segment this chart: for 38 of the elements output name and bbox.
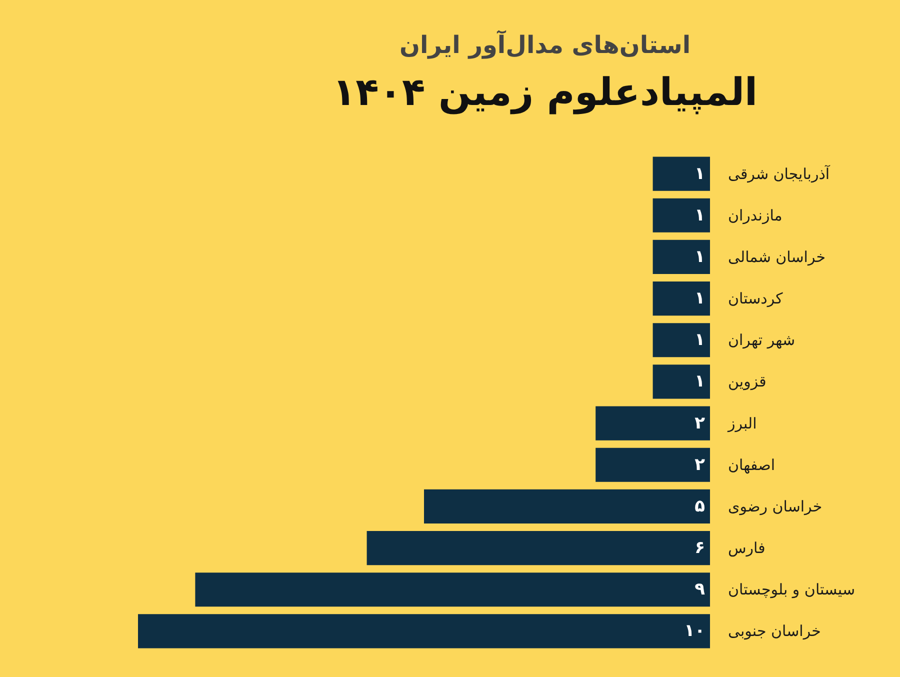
- bar: [596, 448, 710, 482]
- bar: [596, 406, 710, 440]
- y-tick-label: خراسان شمالی: [728, 248, 826, 266]
- chart-title: المپیادعلوم زمین ۱۴۰۴: [332, 70, 758, 115]
- data-label: ۹: [694, 580, 706, 600]
- bar: [652, 198, 710, 232]
- data-label: ۱۰: [684, 621, 705, 642]
- data-label: ۱: [694, 288, 705, 309]
- y-tick-label: آذربایجان شرقی: [728, 164, 830, 183]
- y-tick-label: خراسان جنوبی: [728, 622, 821, 640]
- bar: [652, 240, 710, 274]
- data-label: ۱: [694, 372, 705, 392]
- y-tick-label: اصفهان: [728, 456, 775, 474]
- data-label: ۱: [694, 205, 705, 226]
- data-label: ۲: [694, 454, 706, 475]
- data-label: ۵: [694, 496, 705, 516]
- bar: [424, 489, 710, 524]
- bar: [138, 614, 710, 648]
- data-label: ۶: [694, 538, 705, 558]
- data-label: ۱: [694, 164, 705, 184]
- bar: [652, 281, 710, 316]
- data-label: ۱: [694, 246, 705, 267]
- bar: [652, 364, 710, 399]
- bar: [652, 156, 710, 191]
- y-tick-label: قزوین: [728, 372, 766, 391]
- data-label: ۱: [694, 330, 705, 350]
- bar: [652, 323, 710, 358]
- y-tick-label: کردستان: [728, 290, 784, 308]
- y-tick-label: شهر تهران: [728, 331, 796, 350]
- data-label: ۲: [694, 413, 706, 434]
- y-tick-label: البرز: [727, 414, 757, 432]
- y-tick-label: خراسان رضوی: [728, 497, 822, 516]
- y-tick-label: فارس: [728, 539, 766, 558]
- y-tick-label: سیستان و بلوچستان: [728, 580, 856, 599]
- bar: [195, 572, 710, 607]
- bar: [366, 530, 710, 566]
- chart-subtitle: استان‌های مدال‌آور ایران: [399, 30, 691, 59]
- y-tick-label: مازندران: [728, 206, 782, 224]
